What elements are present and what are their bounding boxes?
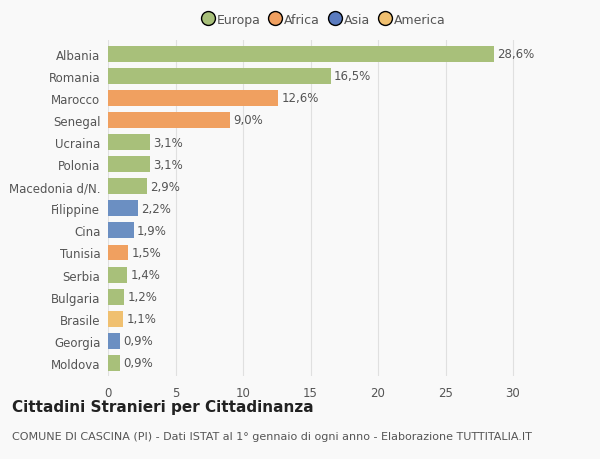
Bar	[108, 267, 127, 283]
Bar	[108, 201, 138, 217]
Text: 2,2%: 2,2%	[141, 202, 171, 215]
Text: 0,9%: 0,9%	[124, 335, 153, 347]
Text: 9,0%: 9,0%	[233, 114, 263, 127]
Bar	[108, 157, 150, 173]
Text: 3,1%: 3,1%	[153, 158, 183, 171]
Text: 28,6%: 28,6%	[497, 48, 535, 61]
Bar	[108, 69, 331, 84]
Bar	[108, 289, 124, 305]
Bar	[108, 179, 147, 195]
Legend: Europa, Africa, Asia, America: Europa, Africa, Asia, America	[197, 9, 451, 32]
Bar	[108, 223, 134, 239]
Bar	[108, 47, 494, 62]
Text: 1,4%: 1,4%	[130, 269, 160, 281]
Text: 1,2%: 1,2%	[128, 291, 157, 303]
Bar	[108, 245, 128, 261]
Bar	[108, 113, 229, 129]
Text: 1,1%: 1,1%	[126, 313, 156, 325]
Text: COMUNE DI CASCINA (PI) - Dati ISTAT al 1° gennaio di ogni anno - Elaborazione TU: COMUNE DI CASCINA (PI) - Dati ISTAT al 1…	[12, 431, 532, 442]
Text: 1,9%: 1,9%	[137, 224, 167, 237]
Bar	[108, 355, 120, 371]
Bar	[108, 333, 120, 349]
Text: 2,9%: 2,9%	[151, 180, 181, 193]
Text: 1,5%: 1,5%	[131, 246, 161, 259]
Text: 16,5%: 16,5%	[334, 70, 371, 83]
Text: 3,1%: 3,1%	[153, 136, 183, 149]
Bar	[108, 91, 278, 106]
Text: Cittadini Stranieri per Cittadinanza: Cittadini Stranieri per Cittadinanza	[12, 399, 314, 414]
Text: 0,9%: 0,9%	[124, 357, 153, 369]
Bar	[108, 135, 150, 151]
Text: 12,6%: 12,6%	[281, 92, 319, 105]
Bar	[108, 311, 123, 327]
